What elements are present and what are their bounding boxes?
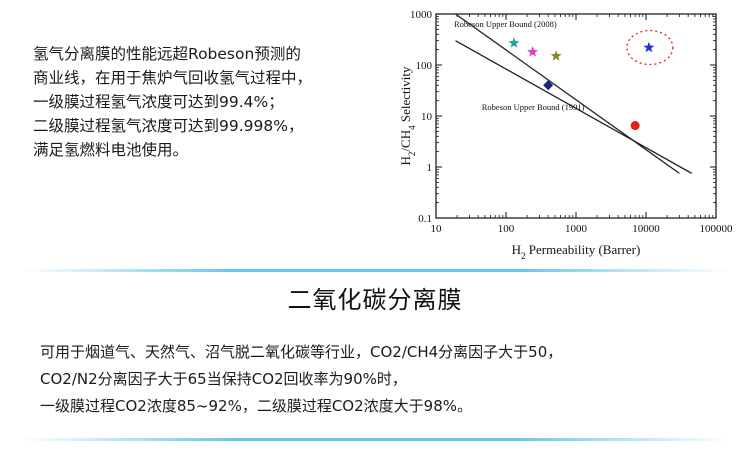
- y-axis-title: H2/CH4 Selectivity: [398, 66, 417, 165]
- intro-line-5: 满足氢燃料电池使用。: [33, 141, 189, 159]
- section-line-3: 一级膜过程CO2浓度85~92%，二级膜过程CO2浓度大于98%。: [40, 397, 472, 415]
- x-tick-label: 10: [431, 223, 443, 235]
- divider-top: [20, 269, 730, 272]
- upper-bound-label-2008: Robeson Upper Bound (2008): [454, 19, 557, 29]
- x-axis-title: H2 Permeability (Barrer): [512, 242, 641, 261]
- upper-bound-line: [455, 13, 680, 174]
- intro-line-4: 二级膜过程氢气浓度可达到99.998%，: [33, 117, 304, 135]
- intro-text: 氢气分离膜的性能远超Robeson预测的 商业线，在用于焦炉气回收氢气过程中， …: [33, 42, 403, 162]
- data-point-star: [550, 50, 562, 61]
- intro-line-3: 一级膜过程氢气浓度可达到99.4%；: [33, 93, 284, 111]
- x-tick-label: 100000: [700, 223, 734, 235]
- divider-bottom: [20, 438, 730, 441]
- chart-svg: 10 100 1000 10000 100000 0.1 1 10 100 1000 Robeso…: [398, 9, 734, 261]
- x-tick-label: 1000: [565, 223, 588, 235]
- section-title: 二氧化碳分离膜: [287, 286, 463, 314]
- x-tick-label: 10000: [632, 223, 660, 235]
- data-point-diamond: [543, 80, 554, 91]
- y-tick-label: 10: [421, 111, 433, 123]
- intro-line-1: 氢气分离膜的性能远超Robeson预测的: [33, 45, 301, 63]
- highlight-ellipse: [626, 29, 674, 66]
- data-point-circle: [630, 121, 640, 131]
- y-tick-label: 0.1: [418, 213, 432, 225]
- y-tick-label: 1000: [410, 9, 433, 21]
- y-tick-label: 1: [427, 162, 433, 174]
- robeson-chart: 10 100 1000 10000 100000 0.1 1 10 100 1000 Robeso…: [396, 0, 750, 268]
- section-body: 可用于烟道气、天然气、沼气脱二氧化碳等行业，CO2/CH4分离因子大于50， C…: [40, 339, 740, 420]
- data-point-star: [527, 46, 539, 57]
- x-tick-label: 100: [498, 223, 515, 235]
- upper-bound-label-1991: Robeson Upper Bound (1991): [482, 102, 585, 112]
- section-line-2: CO2/N2分离因子大于65当保持CO2回收率为90%时，: [40, 370, 407, 388]
- upper-bound-line: [455, 40, 693, 174]
- y-tick-label: 100: [416, 60, 433, 72]
- intro-line-2: 商业线，在用于焦炉气回收氢气过程中，: [33, 69, 313, 87]
- data-point-star: [643, 41, 655, 53]
- plot-frame: [435, 13, 717, 219]
- data-point-star: [508, 37, 520, 48]
- section-line-1: 可用于烟道气、天然气、沼气脱二氧化碳等行业，CO2/CH4分离因子大于50，: [40, 343, 563, 361]
